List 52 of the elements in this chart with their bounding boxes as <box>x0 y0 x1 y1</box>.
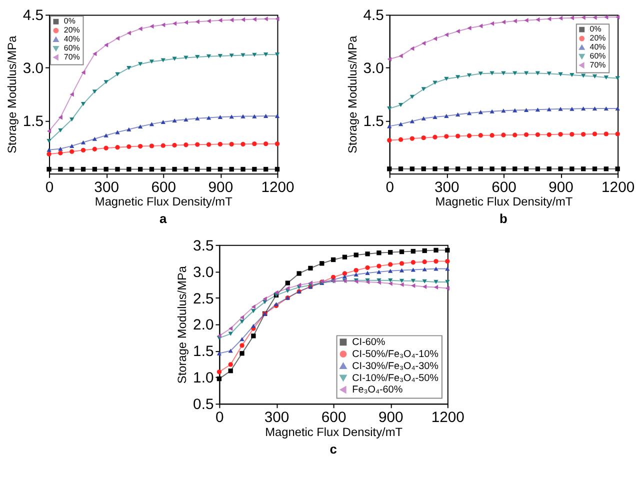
legend-label: 40% <box>590 42 606 52</box>
legend-label: CI-10%/Fe₃O₄-50% <box>352 372 439 384</box>
legend-label: 60% <box>590 51 606 60</box>
y-tick-label: 1.5 <box>193 344 214 360</box>
y-tick-label: 1.5 <box>22 114 44 130</box>
legend-label: 40% <box>64 34 80 44</box>
x-tick-label: 1200 <box>431 410 464 426</box>
y-tick-label: 4.5 <box>363 8 384 24</box>
y-tick-label: 3.0 <box>22 61 44 78</box>
legend-label: 0% <box>64 16 76 26</box>
legend-label: CI-50%/Fe₃O₄-10% <box>352 349 439 360</box>
legend-label: 20% <box>64 26 80 35</box>
x-tick-label: 0 <box>386 180 394 196</box>
y-tick-label: 3.0 <box>363 61 384 78</box>
x-tick-label: 300 <box>94 180 119 196</box>
y-axis-title: Storage Modulus/MPa <box>175 266 190 384</box>
x-tick-label: 900 <box>378 410 404 426</box>
y-tick-label: 1.0 <box>193 370 214 387</box>
y-tick-label: 1.5 <box>363 114 384 130</box>
legend-label: 20% <box>590 33 606 42</box>
legend-label: 70% <box>64 52 80 62</box>
x-axis-title: Magnetic Flux Density/mT <box>265 424 403 439</box>
legend-label: Fe₃O₄-60% <box>352 384 403 396</box>
legend-label: 70% <box>590 60 606 70</box>
text: c <box>330 441 337 456</box>
x-tick-label: 600 <box>151 180 176 196</box>
x-tick-label: 300 <box>434 180 460 196</box>
x-tick-label: 0 <box>216 410 224 426</box>
legend-label: CI-60% <box>352 337 386 348</box>
x-tick-label: 600 <box>321 410 346 426</box>
x-axis-title: Magnetic Flux Density/mT <box>435 194 573 209</box>
x-axis-title: Magnetic Flux Density/mT <box>94 194 232 209</box>
y-tick-label: 2.5 <box>193 291 214 308</box>
text: a <box>160 211 168 226</box>
y-axis-title: Storage Modulus/MPa <box>345 35 360 154</box>
y-tick-label: 3.0 <box>193 264 214 281</box>
y-axis-title: Storage Modulus/MPa <box>4 35 19 154</box>
x-tick-label: 1200 <box>261 180 294 196</box>
legend-label: 0% <box>590 24 602 34</box>
legend-label: CI-30%/Fe₃O₄-30% <box>352 360 439 372</box>
x-tick-label: 1200 <box>602 180 635 196</box>
x-tick-label: 0 <box>45 180 54 196</box>
x-tick-label: 900 <box>548 180 574 196</box>
y-tick-label: 4.5 <box>22 8 44 24</box>
text: b <box>500 211 508 226</box>
y-tick-label: 0.5 <box>193 397 214 414</box>
x-tick-label: 600 <box>492 180 516 196</box>
y-tick-label: 2.0 <box>193 318 214 334</box>
x-tick-label: 300 <box>264 410 290 426</box>
y-tick-label: 3.5 <box>193 238 214 254</box>
x-tick-label: 900 <box>208 180 234 196</box>
legend-label: 60% <box>64 43 80 52</box>
